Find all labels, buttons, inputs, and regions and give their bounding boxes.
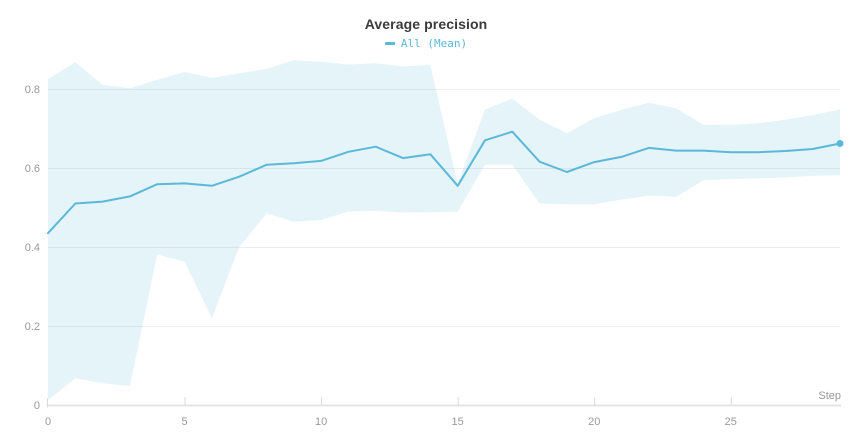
y-tick-label: 0.8 bbox=[25, 84, 40, 96]
x-tick-label: 15 bbox=[452, 416, 464, 428]
confidence-band bbox=[48, 60, 840, 401]
x-tick-label: 20 bbox=[588, 416, 600, 428]
y-tick-label: 0.6 bbox=[25, 163, 40, 175]
y-tick-label: 0 bbox=[34, 400, 40, 412]
endpoint-marker bbox=[836, 140, 844, 148]
x-tick-label: 5 bbox=[181, 416, 187, 428]
y-tick-label: 0.2 bbox=[25, 321, 40, 333]
x-tick-label: 10 bbox=[315, 416, 327, 428]
y-tick-label: 0.4 bbox=[25, 242, 40, 254]
legend-label: All (Mean) bbox=[400, 37, 468, 50]
x-axis-title: Step bbox=[818, 390, 841, 402]
chart-legend[interactable]: All (Mean) bbox=[384, 37, 468, 50]
x-tick-label: 25 bbox=[725, 416, 737, 428]
mean-line bbox=[47, 130, 841, 235]
x-tick-label: 0 bbox=[45, 416, 51, 428]
legend-line-dash-icon bbox=[384, 42, 395, 45]
chart-header: Average precision All (Mean) bbox=[0, 0, 852, 50]
chart-title: Average precision bbox=[364, 16, 488, 32]
